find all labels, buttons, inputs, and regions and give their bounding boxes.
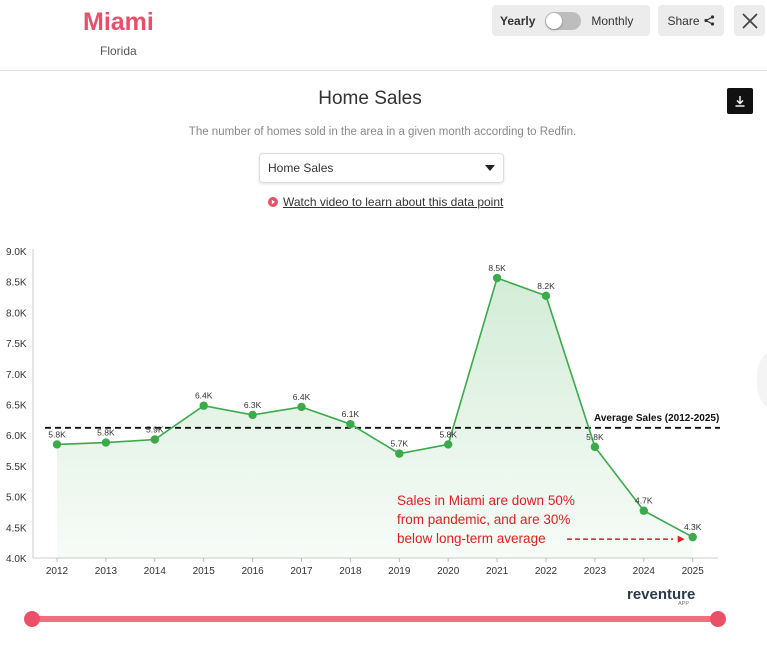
y-tick-label: 6.5K [6, 401, 27, 412]
y-tick-label: 8.5K [6, 278, 27, 289]
year-range-slider[interactable] [24, 609, 726, 629]
x-tick-label: 2016 [241, 566, 264, 577]
play-icon [268, 197, 278, 207]
reventure-logo: reventure [627, 586, 695, 603]
x-tick-label: 2024 [633, 566, 656, 577]
data-point[interactable] [297, 402, 306, 412]
data-point[interactable] [346, 419, 355, 429]
x-tick-label: 2025 [682, 566, 705, 577]
slider-handle-end[interactable] [710, 611, 726, 627]
period-toggle[interactable]: Yearly Monthly [492, 5, 650, 36]
annotation-line: Sales in Miami are down 50% [397, 493, 575, 508]
data-point[interactable] [639, 506, 648, 515]
toggle-yearly-label[interactable]: Yearly [500, 13, 536, 28]
side-tab[interactable] [757, 345, 767, 415]
data-point[interactable] [541, 291, 551, 301]
x-tick-label: 2015 [193, 566, 216, 577]
header: Miami Florida Yearly Monthly Share [0, 0, 767, 71]
close-icon [741, 12, 758, 29]
x-tick-label: 2017 [290, 566, 313, 577]
logo-sub-text: APP [678, 601, 689, 607]
slider-handle-start[interactable] [24, 611, 40, 627]
x-tick-label: 2021 [486, 566, 509, 577]
data-point[interactable] [52, 440, 62, 449]
data-point[interactable] [150, 435, 159, 444]
y-tick-label: 7.5K [6, 339, 27, 350]
y-tick-label: 5.5K [6, 462, 27, 473]
data-point[interactable] [101, 438, 111, 447]
y-tick-label: 8.0K [6, 308, 27, 319]
x-tick-label: 2012 [46, 566, 69, 577]
data-point[interactable] [199, 401, 208, 410]
logo-sub: APP [678, 601, 689, 607]
toggle-monthly-label[interactable]: Monthly [591, 13, 634, 28]
data-point[interactable] [248, 410, 257, 420]
data-point[interactable] [492, 273, 502, 283]
data-label: 5.8K [586, 432, 604, 442]
share-icon [703, 15, 714, 26]
x-tick-label: 2019 [388, 566, 411, 577]
data-point[interactable] [444, 440, 453, 449]
x-tick-label: 2018 [339, 566, 362, 577]
data-label: 5.8K [439, 429, 457, 439]
data-label: 6.1K [342, 409, 360, 419]
city-name: Miami [83, 8, 154, 36]
series-line [56, 276, 694, 538]
y-tick-label: 9.0K [6, 247, 27, 258]
slider-track [32, 616, 718, 622]
x-tick-label: 2023 [584, 566, 607, 577]
data-label: 5.7K [391, 439, 409, 449]
watch-video-link[interactable]: Watch video to learn about this data poi… [268, 195, 503, 209]
x-tick-label: 2014 [144, 566, 167, 577]
annotation-line: from pandemic, and are 30% [397, 512, 570, 527]
chart-title: Home Sales [318, 88, 422, 109]
download-button[interactable] [727, 88, 753, 114]
x-tick-label: 2022 [535, 566, 558, 577]
data-label: 4.3K [684, 522, 702, 532]
y-tick-label: 7.0K [6, 370, 27, 381]
caret-down-icon [485, 165, 495, 171]
x-tick-label: 2013 [95, 566, 118, 577]
logo-text: reventure [627, 586, 695, 603]
metric-dropdown-value: Home Sales [268, 161, 334, 175]
chart-subtitle: The number of homes sold in the area in … [188, 126, 577, 138]
data-label: 4.7K [635, 496, 653, 506]
close-button[interactable] [734, 5, 765, 36]
annotation-line: below long-term average [397, 531, 546, 546]
switch-knob [546, 12, 563, 29]
data-label: 5.9K [146, 424, 164, 434]
data-label: 8.2K [537, 281, 555, 291]
annotation: Sales in Miami are down 50% from pandemic… [397, 493, 685, 546]
data-label: 6.4K [195, 391, 213, 401]
watch-video-label: Watch video to learn about this data poi… [283, 195, 504, 209]
data-label: 5.8K [48, 429, 66, 439]
share-label: Share [667, 13, 700, 28]
y-tick-label: 4.5K [6, 523, 27, 534]
annotation-arrow-head [677, 535, 685, 543]
data-point[interactable] [590, 442, 600, 452]
x-tick-label: 2020 [437, 566, 460, 577]
data-label: 6.3K [244, 400, 262, 410]
download-icon [735, 96, 745, 107]
data-label: 6.4K [293, 392, 311, 402]
chart-area-fill [57, 278, 693, 558]
y-tick-label: 5.0K [6, 493, 27, 504]
data-label: 8.5K [488, 263, 506, 273]
data-point[interactable] [688, 532, 697, 542]
metric-dropdown[interactable]: Home Sales [259, 153, 504, 183]
data-label: 5.8K [97, 428, 115, 438]
home-sales-chart: 4.0K 4.5K 5.0K 5.5K 6.0K 6.5K 7.0K 7.5K 8.0K 8.5K… [6, 247, 720, 603]
share-button[interactable]: Share [658, 5, 724, 36]
y-tick-label: 4.0K [6, 554, 27, 565]
data-point[interactable] [395, 449, 404, 458]
period-switch[interactable] [545, 11, 582, 30]
y-tick-label: 6.0K [6, 431, 27, 442]
state-name: Florida [100, 44, 137, 58]
average-label: Average Sales (2012-2025) [594, 413, 719, 424]
